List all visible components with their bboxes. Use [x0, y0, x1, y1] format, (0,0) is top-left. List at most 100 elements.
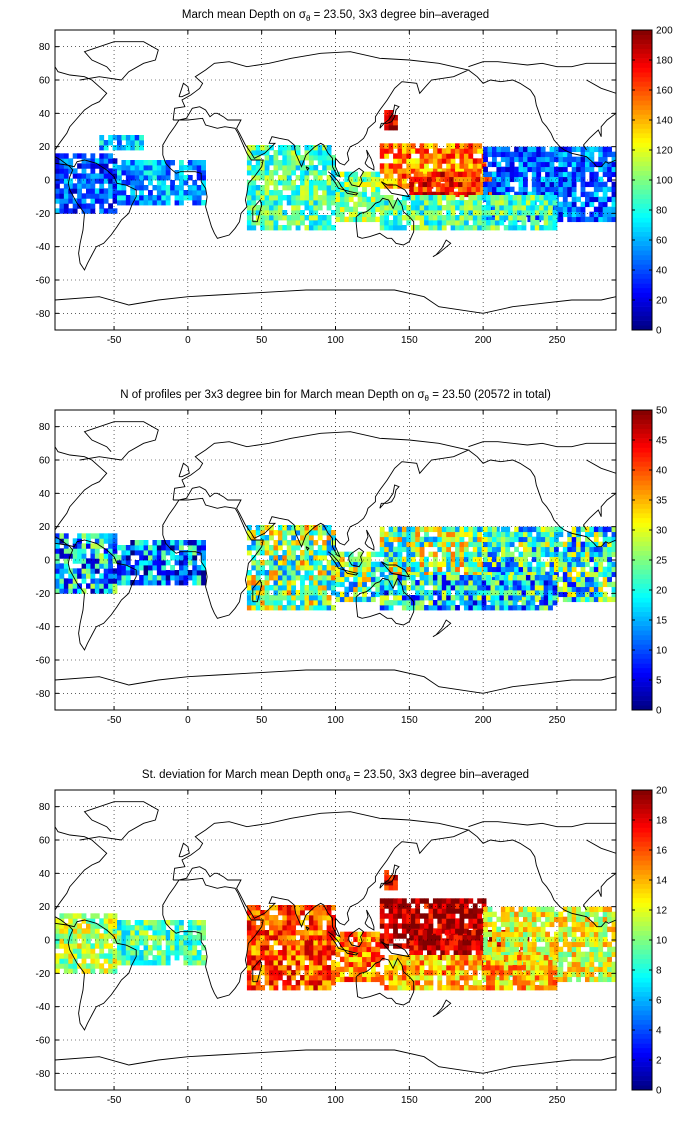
bin-cell [379, 541, 385, 548]
bin-cell [201, 930, 206, 936]
bin-cell [437, 526, 443, 533]
bin-cell [491, 181, 497, 188]
bin-cell [77, 558, 82, 564]
bin-cell [562, 596, 568, 603]
bin-cell [108, 168, 113, 174]
bin-cell [517, 575, 522, 581]
bin-cell [468, 918, 474, 924]
bin-cell [455, 153, 460, 159]
bin-cell [576, 576, 581, 583]
bin-cell [472, 566, 478, 573]
bin-cell [509, 946, 515, 953]
bin-cell [357, 596, 363, 603]
colorbar-step [632, 123, 652, 129]
bin-cell [331, 965, 336, 971]
bin-cell [269, 190, 274, 196]
bin-cell [251, 545, 257, 551]
bin-cell [90, 173, 96, 179]
bin-cell [322, 935, 328, 941]
bin-cell [326, 950, 332, 956]
bin-cell [277, 165, 283, 171]
bin-cell [125, 570, 131, 576]
bin-cell [509, 166, 515, 173]
bin-cell [393, 566, 398, 573]
bin-cell [344, 181, 350, 188]
bin-cell [99, 938, 105, 944]
bin-cell [72, 938, 78, 944]
bin-cell [441, 536, 447, 543]
bin-cell [379, 605, 385, 611]
bin-cell [121, 945, 127, 951]
bin-cell [437, 148, 443, 154]
bin-cell [463, 148, 469, 154]
bin-cell [527, 941, 533, 948]
bin-cell [580, 156, 586, 163]
bin-cell [388, 200, 394, 206]
bin-cell [277, 590, 283, 596]
bin-cell [317, 175, 323, 181]
colorbar-tick-label: 45 [656, 436, 668, 447]
colorbar-step [632, 536, 652, 542]
bin-cell [494, 215, 500, 221]
colorbar-step [632, 508, 652, 514]
bin-cell [357, 586, 363, 593]
bin-cell [308, 205, 314, 211]
bin-cell [611, 586, 617, 593]
bin-cell [552, 220, 558, 226]
bin-cell [472, 590, 478, 596]
bin-cell [598, 956, 604, 963]
bin-cell [580, 201, 586, 208]
bin-cell [121, 195, 127, 201]
bin-cell [174, 190, 180, 196]
bin-cell [491, 186, 497, 193]
bin-cell [103, 578, 109, 584]
bin-cell [406, 923, 412, 929]
bin-cell [326, 225, 332, 231]
bin-cell [326, 145, 332, 151]
bin-cell [313, 600, 319, 606]
bin-cell [273, 950, 279, 956]
bin-cell [500, 151, 506, 158]
bin-cell [545, 176, 550, 183]
bin-cell [589, 591, 595, 598]
bin-cell [527, 911, 533, 918]
bin-cell [139, 145, 144, 151]
bin-cell [500, 146, 506, 153]
bin-cell [585, 191, 590, 198]
bin-cell [437, 561, 443, 568]
bin-cell [450, 205, 456, 211]
bin-cell [72, 948, 78, 954]
bin-cell [397, 178, 403, 184]
bin-cell [72, 173, 78, 179]
bin-cell [525, 195, 531, 201]
bin-cell [313, 205, 319, 211]
bin-cell [282, 160, 288, 166]
bin-cell [251, 170, 257, 176]
bin-cell [201, 570, 206, 576]
bin-cell [491, 936, 497, 943]
bin-cell [401, 600, 407, 606]
bin-cell [322, 165, 328, 171]
bin-cell [562, 541, 568, 548]
bin-cell [540, 191, 546, 198]
bin-cell [388, 205, 394, 211]
colorbar-step [632, 269, 652, 275]
bin-cell [90, 558, 96, 564]
bin-cell [331, 190, 336, 196]
bin-cell [517, 200, 522, 206]
bin-cell [441, 595, 447, 601]
bin-cell [246, 570, 252, 576]
bin-cell [509, 586, 515, 593]
bin-cell [553, 181, 559, 188]
bin-cell [273, 555, 279, 561]
bin-cell [388, 125, 394, 131]
bin-cell [558, 561, 564, 568]
bin-cell [466, 945, 472, 951]
bin-cell [558, 566, 564, 573]
bin-cell [331, 565, 336, 571]
bin-cell [313, 175, 319, 181]
colorbar-step [632, 555, 652, 561]
bin-cell [286, 600, 292, 606]
bin-cell [143, 575, 149, 581]
bin-cell [161, 195, 167, 201]
